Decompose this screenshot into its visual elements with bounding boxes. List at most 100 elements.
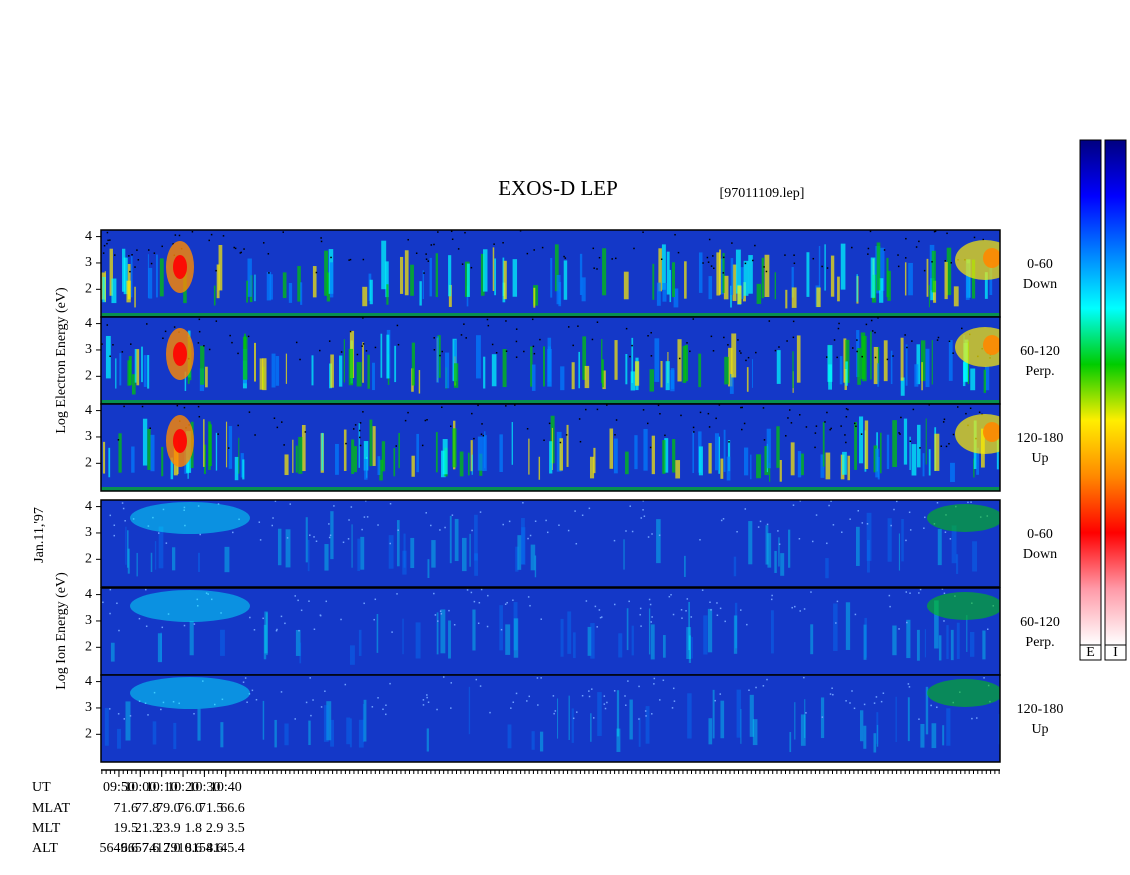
- spectrogram-noise: [650, 621, 652, 623]
- panel-angle: 60-120: [1020, 615, 1060, 630]
- spectrogram-texture: [308, 720, 311, 746]
- spectrogram-texture: [985, 366, 990, 391]
- spectrogram-texture: [866, 539, 870, 573]
- spectrogram-texture: [573, 632, 576, 659]
- spectrogram-texture: [682, 346, 687, 383]
- spectrogram-noise: [574, 510, 576, 512]
- spectrogram-noise: [505, 350, 508, 352]
- spectrogram-noise: [826, 411, 828, 414]
- spectrogram-texture: [712, 689, 715, 739]
- spectrogram-texture: [698, 446, 703, 476]
- spectrogram-texture: [890, 350, 893, 385]
- spectrogram-texture: [362, 703, 365, 743]
- spectrogram-noise: [710, 335, 713, 338]
- spectrogram-noise: [594, 605, 597, 608]
- spectrogram-noise: [890, 524, 892, 527]
- ephemeris-label: MLAT: [32, 801, 71, 816]
- spectrogram-noise: [986, 628, 989, 631]
- spectrogram-texture: [563, 260, 568, 300]
- spectrogram-noise: [624, 695, 626, 697]
- spectrogram-noise: [229, 334, 231, 337]
- spectrogram-noise: [138, 617, 141, 620]
- spectrogram-noise: [898, 432, 900, 434]
- spectrogram-texture: [515, 546, 519, 572]
- spectrogram-texture: [625, 354, 628, 385]
- spectrogram-texture: [305, 517, 308, 563]
- spectrogram-noise: [242, 681, 245, 683]
- spectrogram-noise: [333, 505, 335, 507]
- spectrogram-noise: [344, 683, 347, 686]
- spectrogram-noise: [853, 422, 856, 425]
- spectrogram-noise: [948, 442, 950, 445]
- spectrogram-panel: [101, 317, 1000, 404]
- spectrogram-noise: [473, 600, 476, 603]
- spectrogram-texture: [324, 250, 329, 296]
- spectrogram-texture: [778, 537, 780, 567]
- spectrogram-texture: [892, 420, 897, 467]
- spectrogram-texture: [723, 275, 729, 300]
- ephemeris-value: 23.9: [156, 821, 181, 836]
- spectrogram-texture: [883, 340, 888, 382]
- spectrogram-noise: [203, 345, 205, 347]
- spectrogram-noise: [943, 418, 946, 421]
- spectrogram-noise: [193, 712, 195, 715]
- spectrogram-texture: [934, 600, 939, 649]
- spectrogram-noise: [103, 244, 106, 247]
- colorbar-label-box: [1079, 644, 1102, 661]
- spectrogram-noise: [644, 710, 647, 712]
- spectrogram-noise: [237, 352, 239, 355]
- spectrogram-noise: [426, 694, 428, 696]
- spectrogram-noise: [340, 618, 342, 621]
- panel-direction: Up: [1031, 722, 1048, 737]
- spectrogram-texture: [688, 635, 692, 663]
- spectrogram-noise: [728, 441, 730, 443]
- spectrogram-texture: [228, 426, 233, 469]
- spectrogram-texture: [687, 693, 692, 739]
- spectrogram-texture: [916, 629, 920, 661]
- spectrogram-noise: [744, 262, 747, 265]
- spectrogram-texture: [879, 278, 884, 303]
- spectrogram-noise: [936, 706, 938, 709]
- spectrogram-noise: [755, 351, 757, 354]
- spectrogram-texture: [820, 454, 825, 478]
- spectrogram-texture: [123, 257, 128, 295]
- spectrogram-noise: [803, 676, 805, 679]
- spectrogram-noise: [227, 447, 230, 449]
- spectrogram-texture: [372, 426, 376, 466]
- spectrogram-noise: [149, 427, 151, 429]
- spectrogram-noise: [450, 707, 452, 709]
- spectrogram-noise: [248, 411, 251, 413]
- spectrogram-noise: [722, 272, 725, 274]
- spectrogram-noise: [588, 690, 590, 692]
- spectrogram-noise: [967, 501, 969, 504]
- spectrogram-texture: [660, 360, 663, 388]
- spectrogram-texture: [454, 339, 457, 383]
- spectrogram-noise: [482, 434, 485, 437]
- spectrogram-texture: [684, 555, 686, 577]
- spectrogram-noise: [604, 707, 607, 710]
- spectrogram-texture: [381, 240, 387, 290]
- spectrogram-noise: [451, 514, 454, 516]
- spectrogram-noise: [247, 335, 250, 338]
- spectrogram-noise: [440, 613, 443, 615]
- spectrogram-noise: [340, 351, 343, 353]
- spectrogram-texture: [410, 537, 415, 569]
- spectrogram-noise: [625, 530, 627, 532]
- spectrogram-noise: [741, 406, 743, 409]
- spectrogram-noise: [651, 713, 653, 715]
- spectrogram-texture: [727, 440, 731, 472]
- spectrogram-texture: [791, 267, 794, 298]
- spectrogram-texture: [631, 625, 634, 656]
- spectrogram-texture: [402, 618, 404, 655]
- spectrogram-texture: [542, 346, 545, 387]
- spectrogram-noise: [905, 591, 908, 593]
- ephemeris-value: 7412.0: [142, 841, 181, 856]
- spectrogram-noise: [765, 270, 768, 273]
- spectrogram-texture: [298, 436, 303, 474]
- spectrogram-texture: [909, 436, 911, 470]
- spectrogram-texture: [364, 458, 368, 480]
- spectrogram-noise: [856, 350, 858, 353]
- spectrogram-texture: [638, 717, 641, 747]
- spectrogram-blob: [927, 679, 1000, 707]
- spectrogram-texture: [691, 636, 693, 659]
